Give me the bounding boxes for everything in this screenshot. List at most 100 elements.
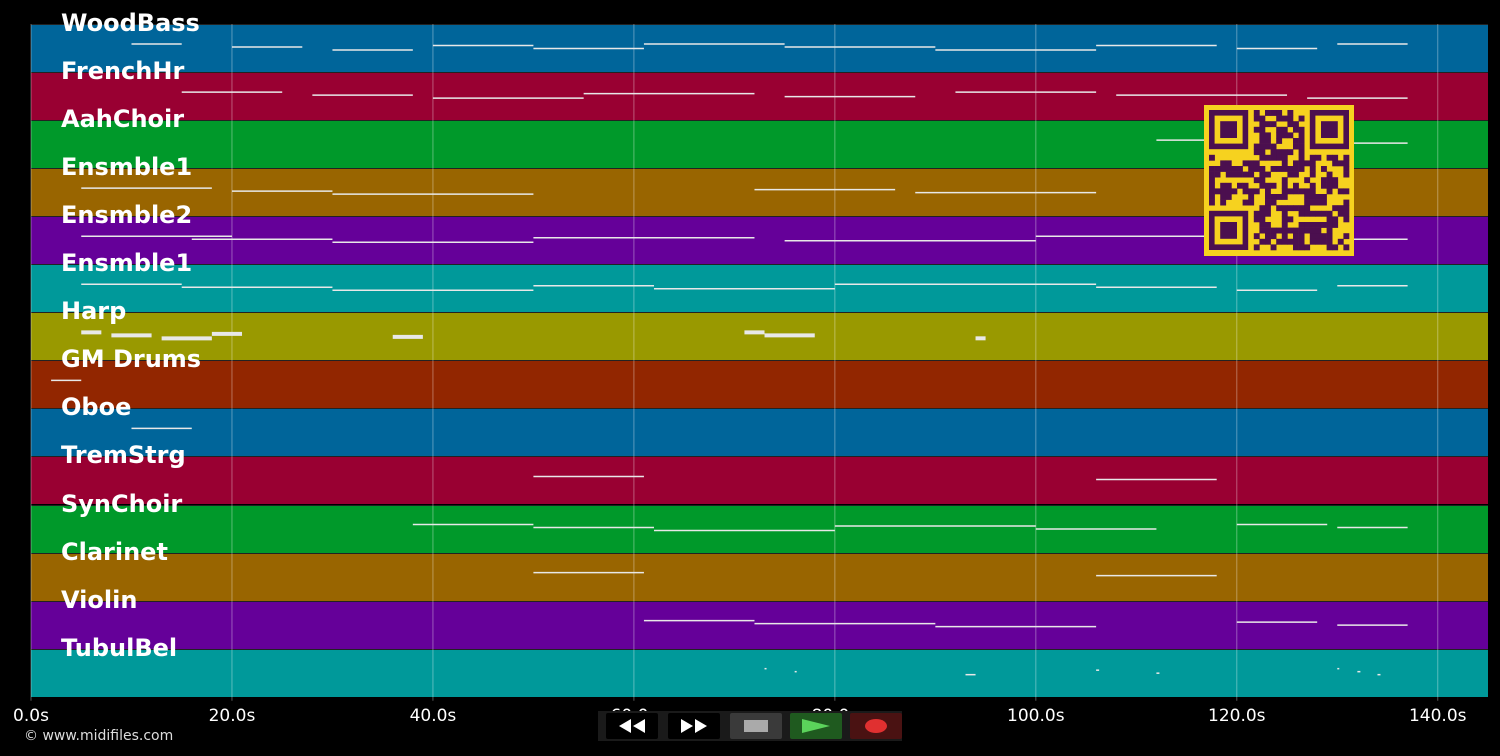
qr-module (1321, 238, 1327, 245)
qr-module (1298, 138, 1305, 144)
qr-module (1321, 194, 1327, 200)
qr-module (1326, 154, 1333, 161)
qr-module (1281, 166, 1288, 172)
timeline-tick-label: 140.0s (1408, 706, 1467, 726)
qr-module (1253, 233, 1260, 240)
qr-module (1253, 166, 1260, 172)
qr-module (1298, 233, 1305, 240)
qr-module (1293, 138, 1299, 144)
qr-module (1231, 171, 1238, 178)
track-label: TubulBel (61, 633, 178, 662)
qr-module (1287, 121, 1294, 128)
qr-finder-module (1321, 121, 1338, 138)
qr-module (1242, 188, 1249, 195)
qr-module (1304, 205, 1311, 212)
qr-module (1332, 182, 1339, 189)
qr-module (1337, 210, 1344, 217)
qr-module (1281, 115, 1288, 122)
qr-module (1287, 227, 1294, 234)
track-label: SynChoir (61, 489, 183, 518)
qr-module (1225, 171, 1232, 178)
qr-module (1265, 171, 1271, 178)
track-label: Oboe (61, 393, 132, 422)
qr-module (1309, 227, 1316, 234)
qr-module (1209, 194, 1215, 200)
qr-module (1337, 238, 1344, 245)
qr-module (1293, 160, 1299, 167)
qr-module (1287, 132, 1294, 139)
qr-module (1259, 205, 1266, 212)
qr-module (1242, 182, 1249, 189)
qr-module (1214, 188, 1221, 195)
qr-module (1321, 177, 1327, 184)
qr-module (1332, 205, 1339, 212)
qr-module (1343, 154, 1350, 161)
qr-module (1281, 160, 1288, 167)
qr-module (1298, 244, 1305, 251)
qr-module (1237, 171, 1243, 178)
stop-button[interactable] (730, 713, 782, 739)
qr-module (1298, 166, 1305, 172)
qr-module (1293, 205, 1299, 212)
qr-module (1248, 166, 1255, 172)
qr-module (1259, 126, 1266, 133)
qr-module (1276, 227, 1283, 234)
timeline-tick-label: 0.0s (13, 706, 49, 726)
qr-module (1276, 115, 1283, 122)
qr-module (1304, 210, 1311, 217)
track-lane (31, 456, 1488, 505)
qr-module (1304, 188, 1311, 195)
qr-module (1209, 166, 1215, 172)
qr-module (1259, 138, 1266, 144)
play-button[interactable] (790, 713, 842, 739)
qr-module (1265, 154, 1271, 161)
qr-module (1225, 160, 1232, 167)
qr-module (1298, 210, 1305, 217)
qr-module (1343, 166, 1350, 172)
qr-module (1225, 182, 1232, 189)
qr-module (1343, 199, 1350, 206)
qr-module (1293, 166, 1299, 172)
record-button[interactable] (850, 713, 902, 739)
qr-module (1265, 138, 1271, 144)
fast-forward-button[interactable] (668, 713, 720, 739)
qr-module (1309, 222, 1316, 228)
qr-module (1337, 188, 1344, 195)
track-label: Clarinet (61, 537, 168, 566)
qr-module (1276, 110, 1283, 116)
qr-module (1220, 160, 1227, 167)
qr-module (1253, 143, 1260, 150)
qr-module (1253, 216, 1260, 223)
qr-module (1220, 188, 1227, 195)
qr-module (1321, 222, 1327, 228)
qr-module (1315, 194, 1322, 200)
qr-module (1281, 177, 1288, 184)
qr-module (1326, 238, 1333, 245)
rewind-button[interactable] (606, 713, 658, 739)
qr-module (1270, 199, 1277, 206)
qr-module (1248, 171, 1255, 178)
qr-module (1309, 171, 1316, 178)
qr-module (1242, 199, 1249, 206)
qr-module (1259, 115, 1266, 122)
qr-module (1276, 238, 1283, 245)
qr-module (1276, 138, 1283, 144)
qr-module (1287, 216, 1294, 223)
qr-module (1298, 160, 1305, 167)
qr-module (1298, 227, 1305, 234)
qr-module (1209, 199, 1215, 206)
qr-code-pattern (1209, 110, 1350, 251)
qr-module (1343, 171, 1350, 178)
qr-module (1321, 166, 1327, 172)
qr-module (1253, 126, 1260, 133)
qr-module (1281, 154, 1288, 161)
qr-module (1220, 194, 1227, 200)
qr-module (1265, 222, 1271, 228)
qr-code[interactable] (1204, 105, 1354, 256)
qr-module (1315, 222, 1322, 228)
timeline-tick-label: 120.0s (1208, 706, 1266, 726)
qr-module (1304, 199, 1311, 206)
qr-module (1253, 149, 1260, 156)
qr-module (1209, 188, 1215, 195)
qr-module (1309, 233, 1316, 240)
